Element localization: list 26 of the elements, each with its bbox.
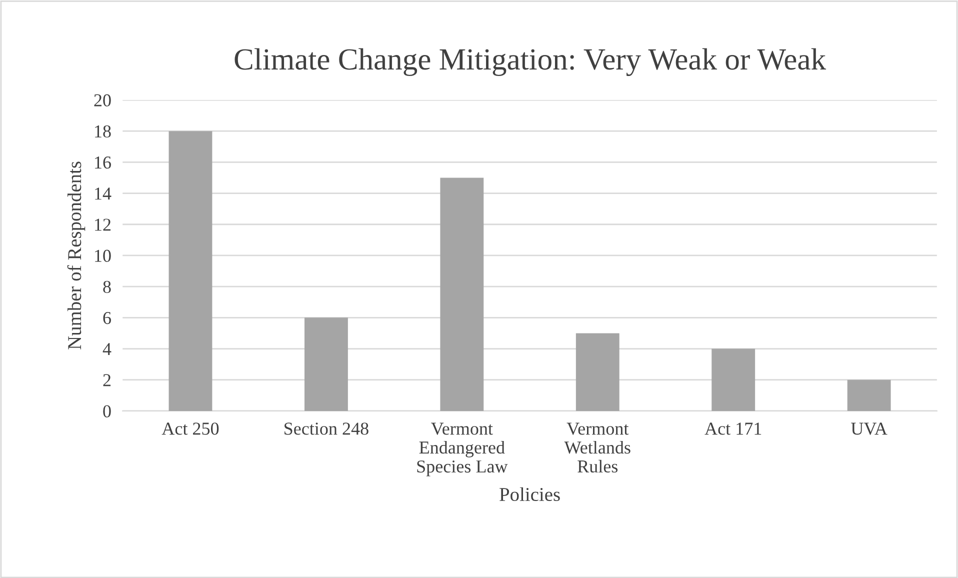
y-tick-label: 2 — [103, 374, 111, 386]
x-tick-label: Vermont Wetlands Rules — [564, 422, 630, 473]
x-tick-label: UVA — [851, 422, 888, 435]
y-tick-label: 0 — [103, 405, 111, 418]
y-tick-label: 4 — [102, 343, 112, 356]
bar — [168, 131, 212, 411]
bar — [576, 333, 620, 411]
y-tick-label: 12 — [95, 218, 111, 231]
y-tick-label: 14 — [95, 188, 112, 200]
x-tick-label: Act 171 — [704, 422, 762, 435]
y-tick-label: 10 — [95, 250, 111, 262]
x-tick-label: Section 248 — [284, 422, 368, 435]
x-tick-label: Act 250 — [162, 422, 219, 435]
bar — [440, 178, 484, 411]
y-tick-label: 18 — [95, 125, 111, 138]
y-tick-label: 6 — [103, 312, 111, 324]
bar — [304, 318, 348, 411]
y-tick-label: 20 — [94, 94, 111, 106]
y-tick-label: 16 — [95, 156, 111, 169]
y-tick-label: 8 — [103, 280, 111, 294]
y-axis-title: Number of Respondents — [67, 162, 86, 350]
bar — [847, 380, 891, 411]
x-axis-title: Policies — [500, 487, 560, 502]
bar — [712, 348, 756, 411]
chart-title: Climate Change Mitigation: Very Weak or Weak — [234, 48, 826, 76]
x-tick-label: Vermont Endangered Species Law — [417, 422, 508, 476]
